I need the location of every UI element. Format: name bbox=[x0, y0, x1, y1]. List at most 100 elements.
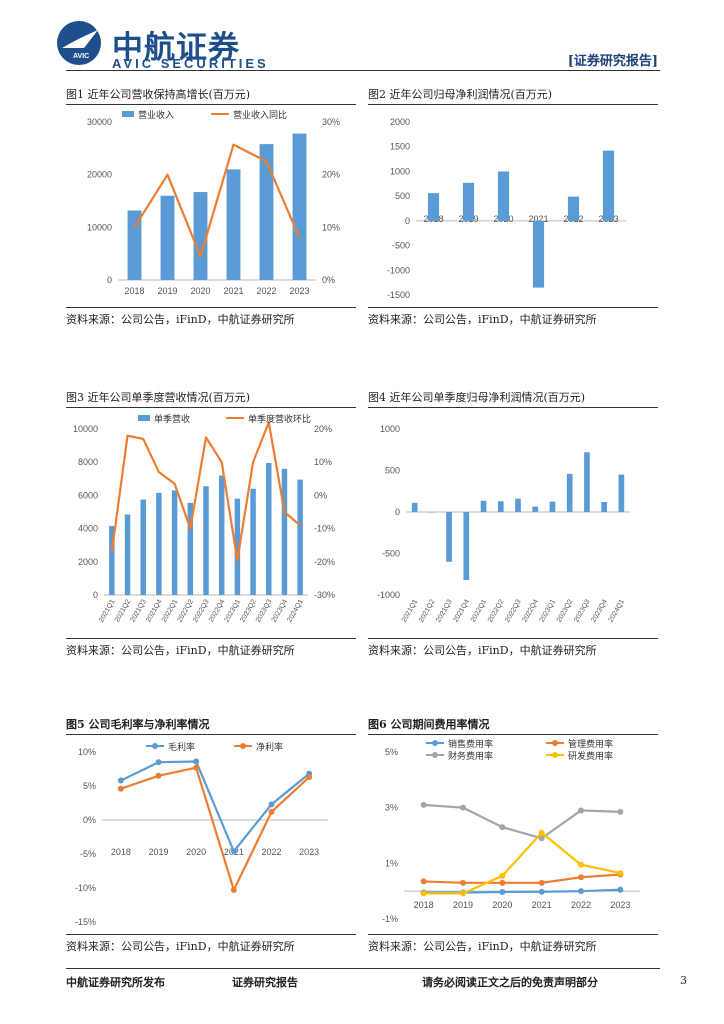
bar-2023Q1 bbox=[549, 501, 556, 512]
x-tick-label: 2021Q2 bbox=[418, 598, 437, 623]
bar-2022Q2 bbox=[187, 502, 194, 595]
legend-marker bbox=[432, 740, 438, 746]
series-point-0 bbox=[538, 888, 545, 895]
x-tick-label: 2022 bbox=[571, 900, 591, 910]
series-point-2 bbox=[578, 807, 584, 814]
bar-2022Q4 bbox=[532, 506, 539, 512]
x-tick-label: 2021 bbox=[532, 900, 552, 910]
y2-tick-label: -20% bbox=[314, 557, 335, 567]
y-tick-label: 4000 bbox=[78, 524, 98, 534]
series-point-1 bbox=[460, 879, 466, 886]
brand-name-en: AVIC SECURITIES bbox=[112, 56, 269, 71]
legend-label: 净利率 bbox=[256, 741, 283, 752]
bar-2021 bbox=[532, 220, 545, 288]
series-line-0 bbox=[120, 760, 310, 853]
y-tick-label: -500 bbox=[392, 241, 410, 251]
figure-1-title: 图1 近年公司营收保持高增长(百万元) bbox=[66, 86, 356, 105]
x-tick-label: 2021Q3 bbox=[435, 598, 454, 623]
legend-label: 单季营收 bbox=[154, 413, 190, 424]
bar-2023 bbox=[602, 150, 615, 221]
y-tick-label: -15% bbox=[75, 917, 96, 927]
series-point-1 bbox=[117, 785, 124, 792]
legend-label: 管理费用率 bbox=[568, 738, 613, 749]
x-tick-label: 2020 bbox=[186, 847, 206, 857]
y-tick-label: 20000 bbox=[87, 170, 112, 180]
figure-3-title: 图3 近年公司单季度营收情况(百万元) bbox=[66, 389, 356, 408]
logo-mark-text: AVIC bbox=[73, 53, 89, 60]
y2-tick-label: 10% bbox=[314, 457, 332, 467]
x-tick-label: 2022 bbox=[256, 286, 276, 296]
x-tick-label: 2020 bbox=[190, 286, 210, 296]
legend-marker bbox=[552, 752, 558, 758]
y-tick-label: 10% bbox=[78, 747, 96, 757]
x-tick-label: 2022Q4 bbox=[521, 598, 540, 623]
y2-tick-label: -10% bbox=[314, 524, 335, 534]
series-point-3 bbox=[499, 872, 506, 879]
series-point-3 bbox=[617, 870, 624, 877]
figure-5-source: 资料来源：公司公告，iFinD，中航证券研究所 bbox=[66, 934, 356, 954]
x-tick-label: 2022 bbox=[261, 847, 281, 857]
y-tick-label: 2000 bbox=[390, 117, 410, 127]
y-tick-label: 30000 bbox=[87, 117, 112, 127]
series-point-2 bbox=[617, 808, 624, 815]
x-tick-label: 2023 bbox=[289, 286, 309, 296]
figure-3-chart: 0 2000 4000 6000 8000 10000 -30% -20% -10% 0% 10% 2… bbox=[73, 413, 335, 624]
y2-tick-label: 10% bbox=[322, 222, 340, 232]
legend-swatch bbox=[138, 415, 150, 421]
bar-2022Q4 bbox=[218, 475, 225, 595]
legend-label: 研发费用率 bbox=[568, 750, 613, 761]
bar-2022Q1 bbox=[480, 500, 487, 512]
y-tick-label: 0 bbox=[405, 216, 410, 226]
series-point-3 bbox=[538, 829, 545, 836]
series-point-0 bbox=[268, 801, 275, 808]
legend-label: 营业收入同比 bbox=[233, 109, 287, 120]
bar-2022Q2 bbox=[497, 501, 504, 512]
series-line-1 bbox=[423, 873, 621, 884]
bar-2022Q3 bbox=[203, 486, 209, 595]
series-point-2 bbox=[420, 801, 427, 808]
footer-report-type: 证券研究报告 bbox=[232, 976, 298, 989]
x-tick-label: 2020 bbox=[492, 900, 512, 910]
series-point-1 bbox=[268, 808, 275, 815]
y-tick-label: 1000 bbox=[380, 424, 400, 434]
bar-2018 bbox=[427, 193, 440, 221]
y2-tick-label: 0% bbox=[314, 490, 327, 500]
figure-6-title: 图6 公司期间费用率情况 bbox=[368, 716, 658, 735]
y-tick-label: 10000 bbox=[87, 222, 112, 232]
figure-5-chart: -15%-10%-5%0%5%10%2018201920202021202220… bbox=[75, 741, 328, 927]
bar-2023 bbox=[292, 133, 307, 280]
series-point-1 bbox=[155, 772, 162, 779]
y2-tick-label: 20% bbox=[322, 170, 340, 180]
bar-2023Q4 bbox=[601, 502, 607, 512]
series-point-2 bbox=[499, 824, 506, 831]
series-point-0 bbox=[617, 886, 624, 893]
bar-2024Q1 bbox=[297, 479, 303, 595]
y-tick-label: 6000 bbox=[78, 490, 98, 500]
series-point-1 bbox=[420, 878, 427, 885]
x-tick-label: 2021Q1 bbox=[401, 598, 420, 623]
figure-1-chart: 0 10000 20000 30000 0% 10% 20% 30% 2018 2019 2020 2… bbox=[87, 109, 340, 296]
x-tick-label: 2021 bbox=[223, 286, 243, 296]
y-tick-label: 500 bbox=[385, 466, 400, 476]
series-point-0 bbox=[193, 758, 200, 765]
y-tick-label: 0 bbox=[93, 590, 98, 600]
series-point-1 bbox=[230, 887, 237, 894]
bar-2018 bbox=[127, 210, 142, 280]
y-tick-label: -1000 bbox=[387, 265, 410, 275]
bar-2022 bbox=[259, 144, 274, 280]
figure-2-chart: -1500-1000-50005001000150020002018201920… bbox=[387, 117, 626, 300]
x-tick-label: 2018 bbox=[414, 900, 434, 910]
figure-2-source: 资料来源：公司公告，iFinD，中航证券研究所 bbox=[368, 307, 658, 327]
series-point-0 bbox=[230, 848, 237, 855]
figure-5-title: 图5 公司毛利率与净利率情况 bbox=[66, 716, 356, 735]
bar-2021Q1 bbox=[109, 526, 115, 595]
legend-label: 销售费用率 bbox=[448, 738, 493, 749]
series-line-1 bbox=[133, 143, 301, 258]
y-tick-label: 0 bbox=[395, 507, 400, 517]
x-tick-label: 2023Q3 bbox=[573, 598, 592, 623]
page-header: AVIC 中航证券 AVIC SECURITIES [证券研究报告] bbox=[0, 0, 724, 90]
legend-marker bbox=[240, 743, 246, 749]
bar-2020 bbox=[497, 171, 510, 221]
y-tick-label: 1% bbox=[385, 858, 398, 868]
bar-2020 bbox=[193, 192, 208, 280]
